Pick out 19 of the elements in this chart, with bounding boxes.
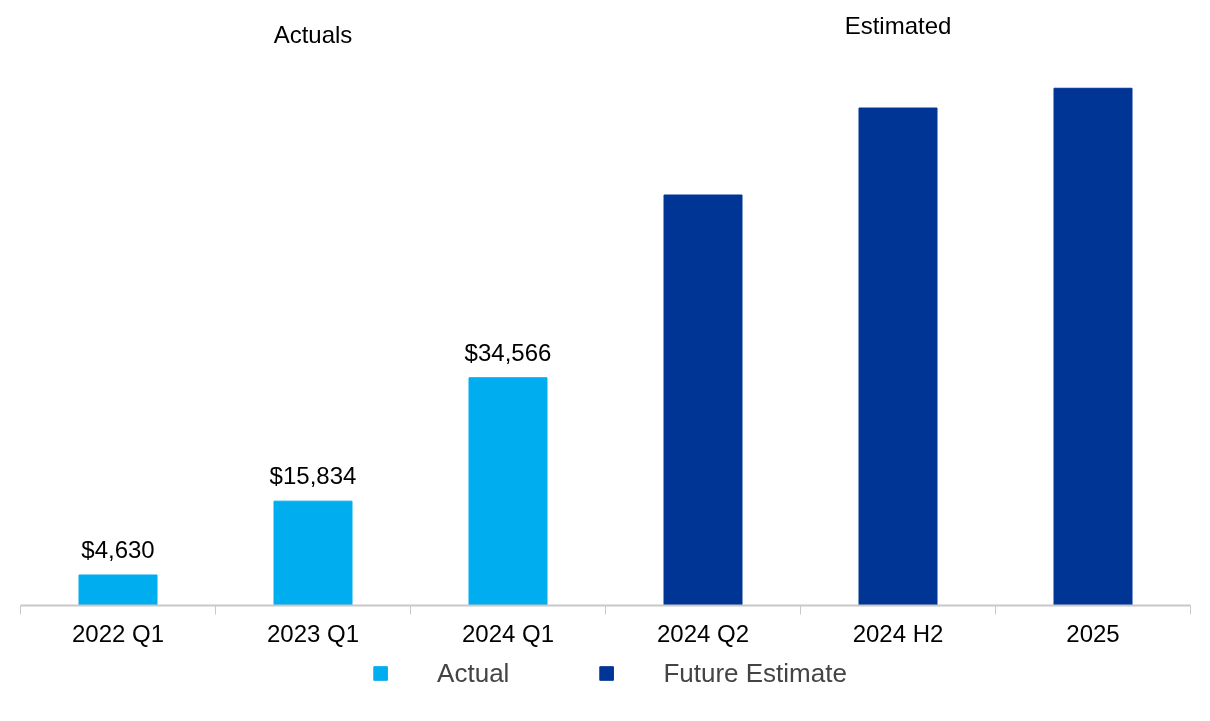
bar bbox=[858, 107, 938, 606]
legend-label: Future Estimate bbox=[663, 656, 847, 690]
bar bbox=[468, 377, 548, 606]
text: Actuals bbox=[273, 20, 353, 48]
x-tick-label: 2024 Q1 bbox=[461, 619, 555, 647]
bar bbox=[663, 194, 743, 606]
x-tick-label: 2024 H2 bbox=[852, 619, 944, 647]
data-label: $15,834 bbox=[269, 462, 357, 490]
data-label: $4,630 bbox=[81, 535, 155, 563]
bar bbox=[1053, 87, 1133, 606]
data-label: $34,566 bbox=[464, 338, 552, 366]
x-tick-label: 2024 Q2 bbox=[656, 619, 750, 647]
text: Estimated bbox=[844, 11, 952, 39]
bar bbox=[273, 500, 353, 606]
legend-label: Actual bbox=[437, 656, 510, 690]
x-tick-label: 2025 bbox=[1066, 619, 1120, 647]
bar bbox=[78, 574, 158, 606]
x-tick-label: 2023 Q1 bbox=[266, 619, 360, 647]
x-tick-label: 2022 Q1 bbox=[71, 619, 165, 647]
